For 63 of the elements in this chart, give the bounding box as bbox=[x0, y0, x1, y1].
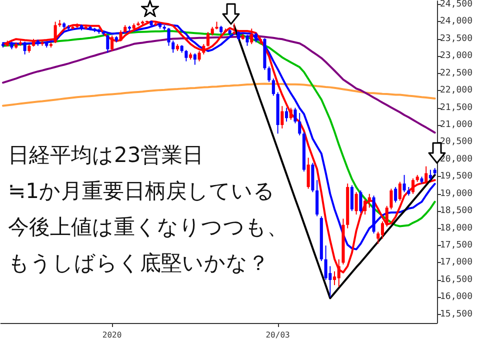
candlestick bbox=[232, 22, 236, 36]
y-tick-label: 21,500 bbox=[440, 102, 473, 113]
candlestick bbox=[390, 188, 393, 210]
line-series bbox=[2, 82, 436, 107]
annotation: もうしばらく底堅いかな？ bbox=[8, 250, 270, 277]
y-tick-label: 17,000 bbox=[440, 258, 473, 268]
candlestick bbox=[119, 30, 122, 42]
candlestick bbox=[198, 50, 201, 62]
y-tick-label: 16,000 bbox=[440, 292, 473, 302]
candlestick bbox=[402, 174, 406, 193]
candlestick bbox=[354, 192, 358, 216]
candlestick bbox=[350, 184, 354, 212]
x-tick-label: 20/03 bbox=[266, 330, 290, 340]
candlestick bbox=[289, 107, 292, 120]
candlestick bbox=[193, 52, 196, 66]
candlestick bbox=[206, 32, 210, 48]
y-tick-label: 21,000 bbox=[440, 120, 473, 130]
candlestick bbox=[324, 245, 328, 280]
candlestick bbox=[424, 166, 428, 184]
y-tick-label: 18,500 bbox=[440, 206, 473, 216]
y-tick-label: 20,000 bbox=[440, 154, 473, 164]
y-tick-label: 16,500 bbox=[440, 274, 473, 285]
candlestick bbox=[359, 190, 362, 214]
candlestick bbox=[237, 30, 240, 42]
y-tick-label: 15,500 bbox=[440, 309, 473, 320]
y-tick-label: 20,500 bbox=[440, 137, 473, 148]
candlestick bbox=[23, 41, 26, 55]
candlestick bbox=[398, 181, 402, 202]
candlestick bbox=[411, 178, 415, 194]
candlestick bbox=[306, 157, 310, 190]
y-tick-label: 22,000 bbox=[440, 86, 473, 96]
annotation: 今後上値は重くなりつつも、 bbox=[8, 214, 288, 241]
annotation: 日経平均は23営業日 bbox=[8, 142, 205, 169]
y-tick-label: 22,500 bbox=[440, 68, 473, 78]
candlestick bbox=[272, 78, 275, 96]
candlestick bbox=[246, 34, 249, 46]
candlestick bbox=[268, 66, 271, 82]
candlestick bbox=[280, 106, 284, 129]
y-tick-label: 19,000 bbox=[440, 188, 473, 199]
candlestick bbox=[368, 193, 371, 208]
y-tick-label: 23,500 bbox=[440, 34, 473, 44]
candlestick bbox=[284, 107, 288, 122]
y-tick-label: 18,000 bbox=[440, 223, 473, 234]
y-tick-label: 17,500 bbox=[440, 240, 473, 251]
candlestick bbox=[254, 32, 258, 43]
x-tick-label: 2020 bbox=[102, 330, 122, 340]
annotation: ≒1か月重要日柄戻している bbox=[8, 178, 276, 205]
candlestick bbox=[172, 40, 175, 54]
candlestick bbox=[106, 34, 110, 54]
candlestick bbox=[394, 186, 398, 203]
candlestick bbox=[184, 49, 188, 62]
candlestick bbox=[298, 112, 302, 136]
y-tick-label: 24,500 bbox=[440, 0, 473, 10]
candlestick bbox=[294, 107, 297, 124]
y-tick-label: 19,500 bbox=[440, 172, 473, 182]
y-tick-label: 23,000 bbox=[440, 51, 473, 62]
candlestick bbox=[202, 44, 206, 55]
candlestick bbox=[250, 28, 254, 45]
candlestick bbox=[428, 169, 432, 181]
candlestick bbox=[364, 198, 367, 216]
candlestick bbox=[110, 34, 114, 52]
candlestick bbox=[167, 27, 170, 46]
y-tick-label: 24,000 bbox=[440, 16, 473, 27]
